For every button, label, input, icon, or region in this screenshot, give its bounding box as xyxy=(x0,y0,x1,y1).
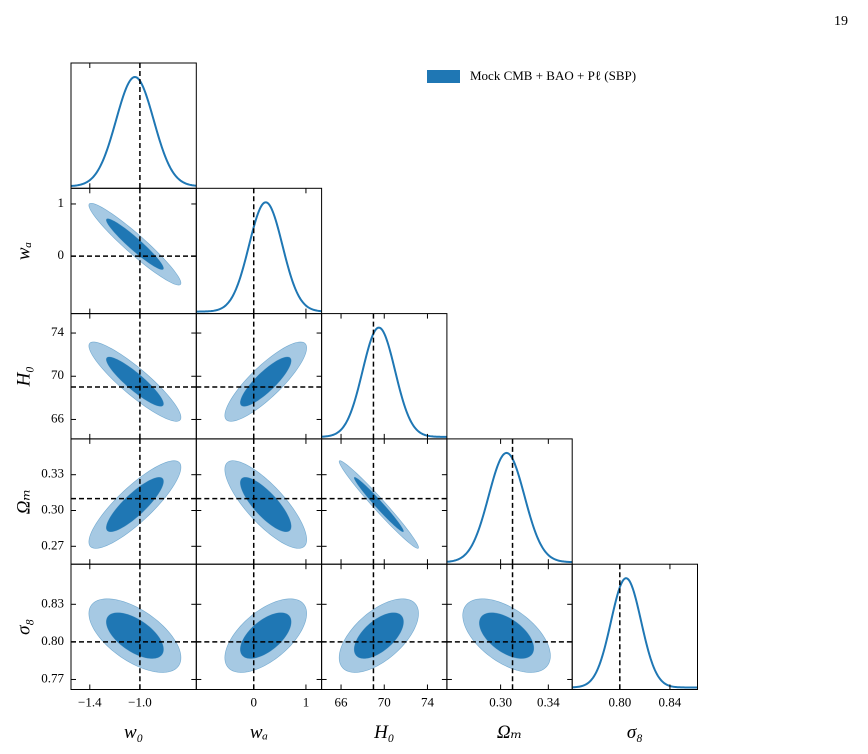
y-tick-label: 0.83 xyxy=(41,595,64,610)
panel xyxy=(446,438,573,565)
x-tick-label: 0.80 xyxy=(608,694,631,709)
panel xyxy=(71,313,197,439)
panel-frame xyxy=(446,438,573,565)
panel-frame xyxy=(571,563,699,691)
x-tick-label: 66 xyxy=(335,694,349,709)
x-tick-label: −1.4 xyxy=(78,694,102,709)
contour xyxy=(353,477,404,533)
y-tick-label: 0.33 xyxy=(41,466,64,481)
contour xyxy=(479,612,535,659)
x-axis-label: σ₈ xyxy=(627,722,643,743)
legend-swatch xyxy=(427,70,460,83)
panel xyxy=(196,438,322,565)
x-tick-label: 1 xyxy=(303,694,310,709)
panel xyxy=(321,564,447,690)
marginal-curve xyxy=(71,75,197,187)
x-tick-label: 0 xyxy=(250,694,257,709)
x-axis-label: Ωₘ xyxy=(497,722,522,743)
panel xyxy=(196,313,322,439)
x-tick-label: 70 xyxy=(378,694,391,709)
y-axis-label: H₀ xyxy=(13,366,34,387)
panel xyxy=(446,564,573,690)
panel xyxy=(71,63,197,189)
x-tick-label: 0.30 xyxy=(489,694,512,709)
contour xyxy=(106,356,164,407)
y-tick-label: 0.80 xyxy=(41,633,64,648)
marginal-curve xyxy=(321,326,447,438)
panel xyxy=(321,438,447,565)
marginal-curve xyxy=(196,201,322,313)
panel xyxy=(196,564,322,690)
x-axis-label: H₀ xyxy=(373,722,394,743)
panel xyxy=(71,188,197,314)
panel xyxy=(321,313,447,439)
contour xyxy=(353,612,404,659)
contour xyxy=(106,477,164,533)
y-axis-label: Ωₘ xyxy=(13,489,34,514)
marginal-curve xyxy=(446,451,573,564)
panel xyxy=(196,188,322,314)
x-axis-label: wₐ xyxy=(250,722,268,743)
legend-label: Mock CMB + BAO + Pℓ (SBP) xyxy=(470,68,636,83)
y-tick-label: 74 xyxy=(51,324,65,339)
contour xyxy=(106,612,164,659)
contour xyxy=(106,218,164,270)
y-tick-label: 70 xyxy=(51,367,64,382)
x-axis-label: w₀ xyxy=(124,722,143,743)
x-tick-label: 0.84 xyxy=(659,694,682,709)
x-tick-label: −1.0 xyxy=(128,694,152,709)
page-number: 19 xyxy=(834,14,848,29)
marginal-curve xyxy=(572,577,698,689)
y-tick-label: 0.77 xyxy=(41,670,64,685)
panel xyxy=(71,564,197,690)
y-tick-label: 0 xyxy=(58,247,65,262)
y-tick-label: 66 xyxy=(51,410,65,425)
panel xyxy=(71,438,197,565)
x-tick-label: 74 xyxy=(421,694,435,709)
y-axis-label: wₐ xyxy=(13,242,34,260)
panel xyxy=(572,564,698,690)
y-tick-label: 0.27 xyxy=(41,537,64,552)
y-tick-label: 0.30 xyxy=(41,501,64,516)
x-tick-label: 0.34 xyxy=(537,694,560,709)
panel-frame xyxy=(195,187,323,315)
panel-frame xyxy=(70,62,197,189)
y-axis-label: σ₈ xyxy=(13,619,34,635)
y-tick-label: 1 xyxy=(58,195,65,210)
